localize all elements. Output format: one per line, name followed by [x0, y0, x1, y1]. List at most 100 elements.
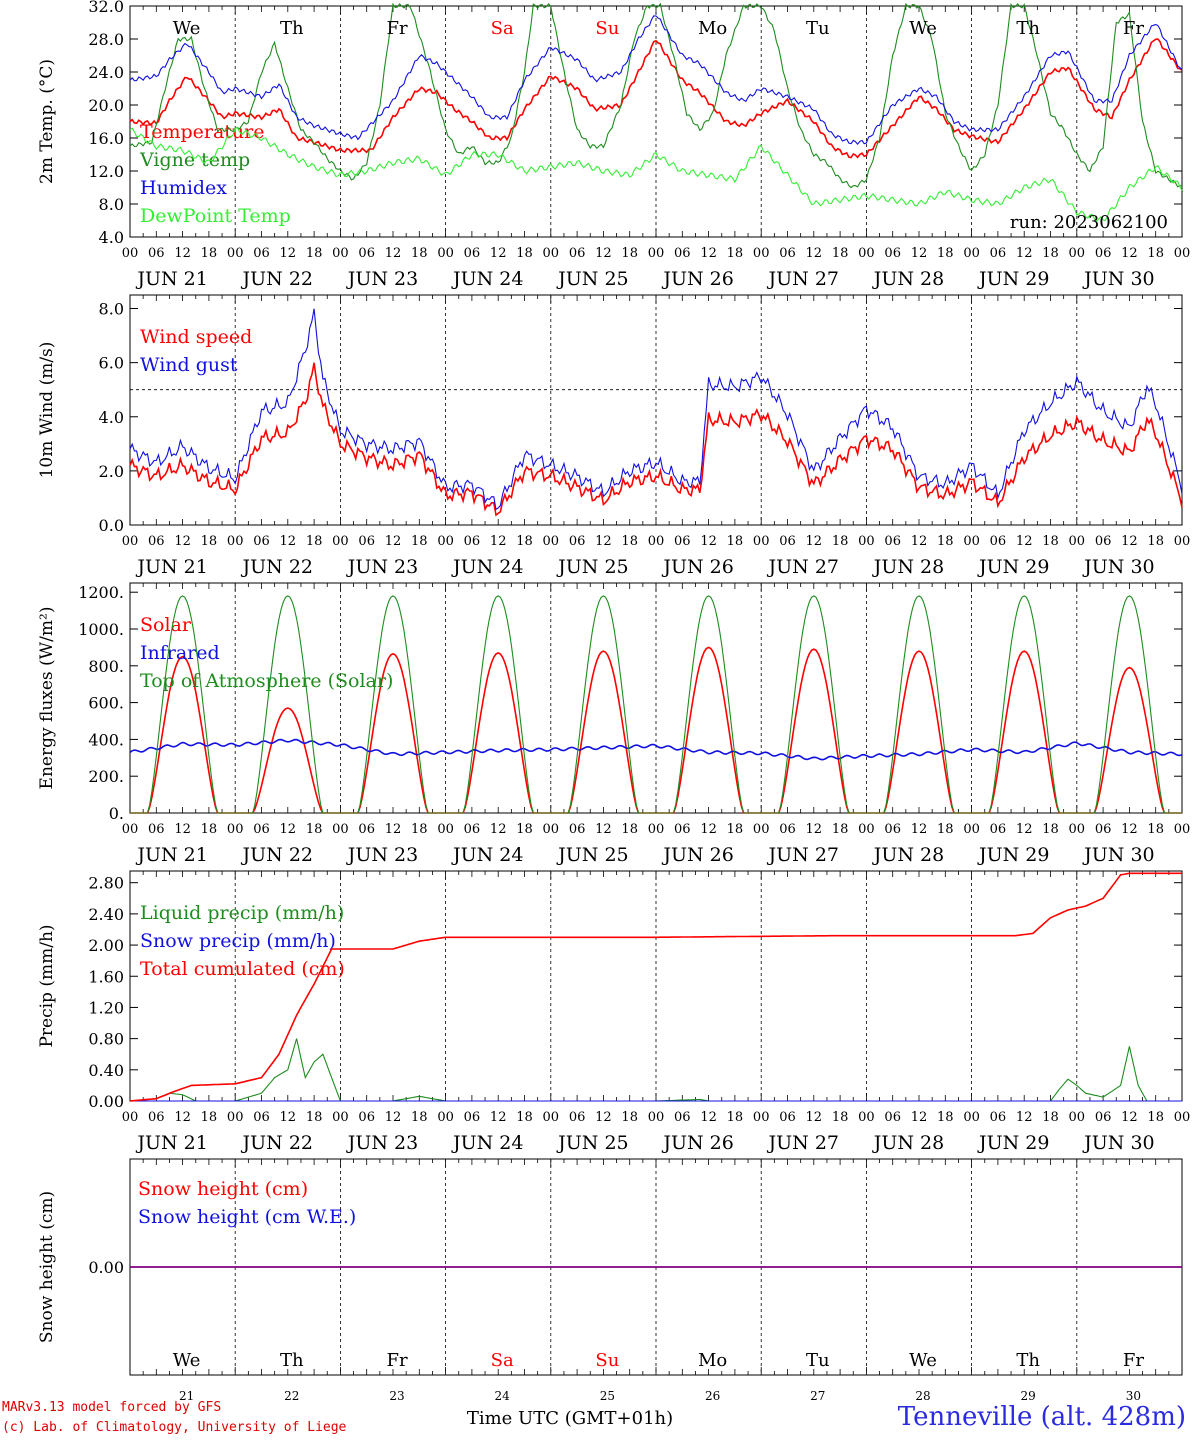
panel-5-ytick-label: 0.00: [88, 1258, 124, 1277]
panel-2-hour-label: 18: [727, 534, 744, 549]
panel-1-date-label: JUN 23: [346, 268, 418, 290]
panel-1-ytick-label: 12.0: [88, 162, 124, 181]
panel-2-legend-entry: Wind gust: [140, 354, 238, 376]
day-number-label: 29: [1021, 1389, 1036, 1403]
panel-4-hour-label: 18: [937, 1110, 954, 1125]
panel-4-hour-label: 00: [1174, 1110, 1191, 1125]
panel-1-hour-label: 00: [963, 246, 980, 261]
panel-2-hour-label: 06: [674, 534, 691, 549]
panel-4-date-label: JUN 22: [241, 1132, 313, 1154]
panel-1-hour-label: 06: [884, 246, 901, 261]
panel-2-hour-label: 00: [543, 534, 560, 549]
panel-2-ytick-label: 4.0: [99, 408, 124, 427]
panel-3-hour-label: 12: [280, 822, 297, 837]
panel-3-date-label: JUN 22: [241, 844, 313, 866]
panel-3-hour-label: 12: [174, 822, 191, 837]
panel-3-hour-label: 06: [884, 822, 901, 837]
panel-3-ytick-label: 1200.: [78, 583, 124, 602]
panel-4-hour-label: 18: [201, 1110, 218, 1125]
panel-4-hour-label: 18: [1147, 1110, 1164, 1125]
panel-4-date-label: JUN 24: [451, 1132, 523, 1154]
panel-1-hour-label: 18: [1042, 246, 1059, 261]
panel-3-date-label: JUN 29: [977, 844, 1049, 866]
panel-4-hour-label: 12: [1121, 1110, 1138, 1125]
panel-3-hour-label: 00: [858, 822, 875, 837]
panel-3-hour-label: 00: [648, 822, 665, 837]
panel-3-hour-label: 00: [332, 822, 349, 837]
panel-1-hour-label: 12: [806, 246, 823, 261]
panel-2-date-label: JUN 23: [346, 556, 418, 578]
credit-line-1: MARv3.13 model forced by GFS: [2, 1400, 222, 1415]
weekday-label-bottom: Fr: [386, 1350, 407, 1371]
panel-3-hour-label: 12: [595, 822, 612, 837]
panel-4-hour-label: 18: [621, 1110, 638, 1125]
panel-3-hour-label: 06: [569, 822, 586, 837]
panel-4-hour-label: 00: [963, 1110, 980, 1125]
panel-1-date-label: JUN 27: [767, 268, 839, 290]
panel-4-hour-label: 12: [174, 1110, 191, 1125]
panel-4-legend-entry: Total cumulated (cm): [140, 958, 345, 980]
panel-3-legend-entry: Top of Atmosphere (Solar): [140, 670, 393, 692]
panel-4-hour-label: 00: [648, 1110, 665, 1125]
panel-3-ytick-label: 200.: [88, 767, 124, 786]
panel-4-hour-label: 12: [280, 1110, 297, 1125]
panel-2-hour-label: 00: [1174, 534, 1191, 549]
panel-1-hour-label: 00: [332, 246, 349, 261]
weekday-label-bottom: Sa: [491, 1350, 514, 1371]
weekday-label: Mo: [698, 18, 727, 39]
panel-4-hour-label: 18: [306, 1110, 323, 1125]
panel-1-hour-label: 18: [411, 246, 428, 261]
panel-1-ytick-label: 20.0: [88, 96, 124, 115]
panel-2-hour-label: 12: [490, 534, 507, 549]
panel-2-series-wind-gust: [129, 308, 1183, 511]
weekday-label-bottom: Th: [280, 1350, 304, 1371]
panel-1-hour-label: 18: [727, 246, 744, 261]
panel-2-hour-label: 12: [595, 534, 612, 549]
panel-2-hour-label: 00: [753, 534, 770, 549]
panel-1-hour-label: 00: [227, 246, 244, 261]
weekday-label-bottom: Fr: [1123, 1350, 1144, 1371]
panel-2-hour-label: 06: [884, 534, 901, 549]
panel-1-ytick-label: 28.0: [88, 30, 124, 49]
panel-1-hour-label: 12: [280, 246, 297, 261]
weekday-label-bottom: We: [909, 1350, 937, 1371]
panel-2-hour-label: 18: [937, 534, 954, 549]
panel-2-hour-label: 00: [648, 534, 665, 549]
panel-4-hour-label: 06: [1095, 1110, 1112, 1125]
panel-1-hour-label: 18: [832, 246, 849, 261]
panel-4-ytick-label: 1.60: [88, 967, 124, 986]
panel-2-hour-label: 06: [148, 534, 165, 549]
panel-3-ytick-label: 0.: [109, 804, 124, 823]
credit-line-2: (c) Lab. of Climatology, University of L…: [2, 1420, 347, 1435]
panel-2-date-label: JUN 26: [661, 556, 733, 578]
panel-1-hour-label: 00: [1069, 246, 1086, 261]
panel-3-hour-label: 18: [727, 822, 744, 837]
panel-1-date-label: JUN 24: [451, 268, 523, 290]
panel-3-ytick-label: 800.: [88, 657, 124, 676]
panel-3-hour-label: 18: [1147, 822, 1164, 837]
panel-3-hour-label: 00: [1069, 822, 1086, 837]
weekday-label: Su: [595, 18, 619, 39]
panel-4-ylabel: Precip (mm/h): [37, 924, 57, 1047]
panel-1-hour-label: 12: [1016, 246, 1033, 261]
panel-2-hour-label: 06: [1095, 534, 1112, 549]
panel-4-series-total-cumulated-cm-: [129, 872, 1182, 1102]
panel-2-date-label: JUN 21: [135, 556, 207, 578]
panel-2-date-label: JUN 24: [451, 556, 523, 578]
panel-1-hour-label: 00: [543, 246, 560, 261]
day-number-label: 27: [810, 1389, 825, 1403]
day-number-label: 30: [1126, 1389, 1141, 1403]
panel-3-hour-label: 12: [806, 822, 823, 837]
panel-3-date-label: JUN 27: [767, 844, 839, 866]
panel-1-hour-label: 00: [753, 246, 770, 261]
panel-2-hour-label: 18: [1147, 534, 1164, 549]
panel-3-hour-label: 00: [437, 822, 454, 837]
panel-3-hour-label: 00: [1174, 822, 1191, 837]
panel-1-legend-entry: DewPoint Temp: [140, 205, 291, 227]
panel-1-date-label: JUN 26: [661, 268, 733, 290]
panel-2-hour-label: 00: [122, 534, 139, 549]
panel-2-hour-label: 18: [411, 534, 428, 549]
panel-2-hour-label: 18: [306, 534, 323, 549]
panel-3-hour-label: 18: [832, 822, 849, 837]
panel-4-hour-label: 12: [911, 1110, 928, 1125]
